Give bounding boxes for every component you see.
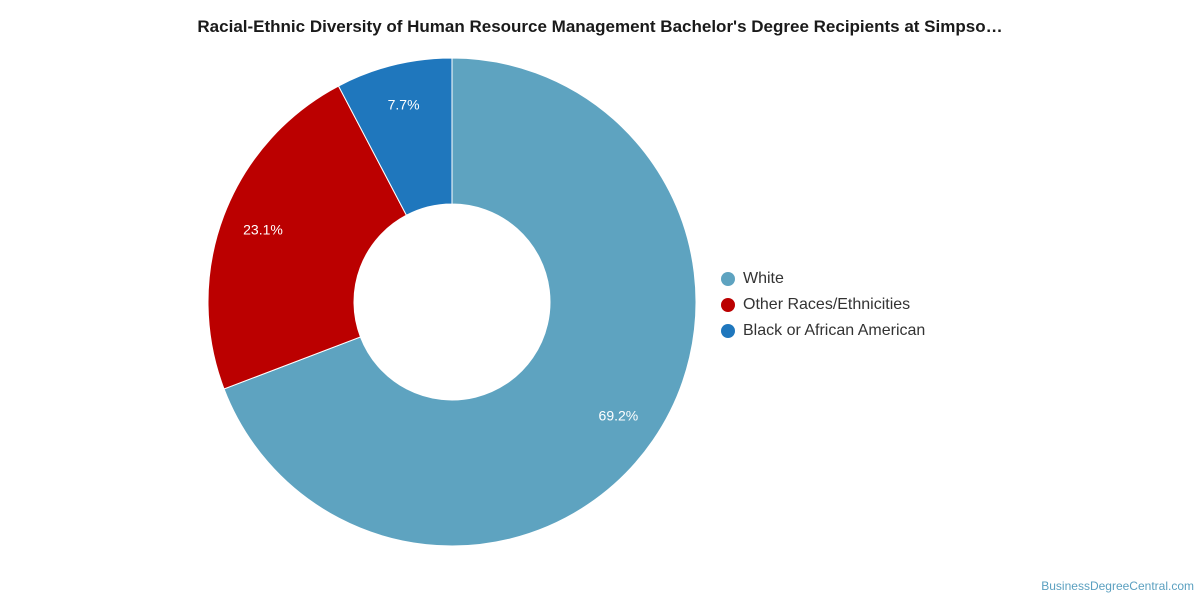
legend-swatch: [721, 298, 735, 312]
slice-other-races[interactable]: [207, 85, 408, 390]
legend-swatch: [721, 272, 735, 286]
source-credit[interactable]: BusinessDegreeCentral.com: [1041, 579, 1194, 593]
legend-item-other-races[interactable]: Other Races/Ethnicities: [721, 292, 925, 318]
slice-data-label: 7.7%: [388, 97, 420, 113]
legend-label: Other Races/Ethnicities: [743, 296, 911, 313]
legend: White Other Races/Ethnicities Black or A…: [721, 266, 925, 344]
slice-data-label: 69.2%: [599, 407, 639, 423]
legend-item-black[interactable]: Black or African American: [721, 318, 925, 344]
legend-label: White: [743, 270, 784, 287]
slice-black[interactable]: [337, 57, 453, 216]
slice-white[interactable]: [223, 57, 697, 547]
legend-swatch: [721, 324, 735, 338]
slice-data-label: 23.1%: [243, 221, 283, 237]
chart-title: Racial-Ethnic Diversity of Human Resourc…: [197, 17, 1003, 36]
legend-label: Black or African American: [743, 322, 926, 339]
legend-item-white[interactable]: White: [721, 266, 925, 292]
